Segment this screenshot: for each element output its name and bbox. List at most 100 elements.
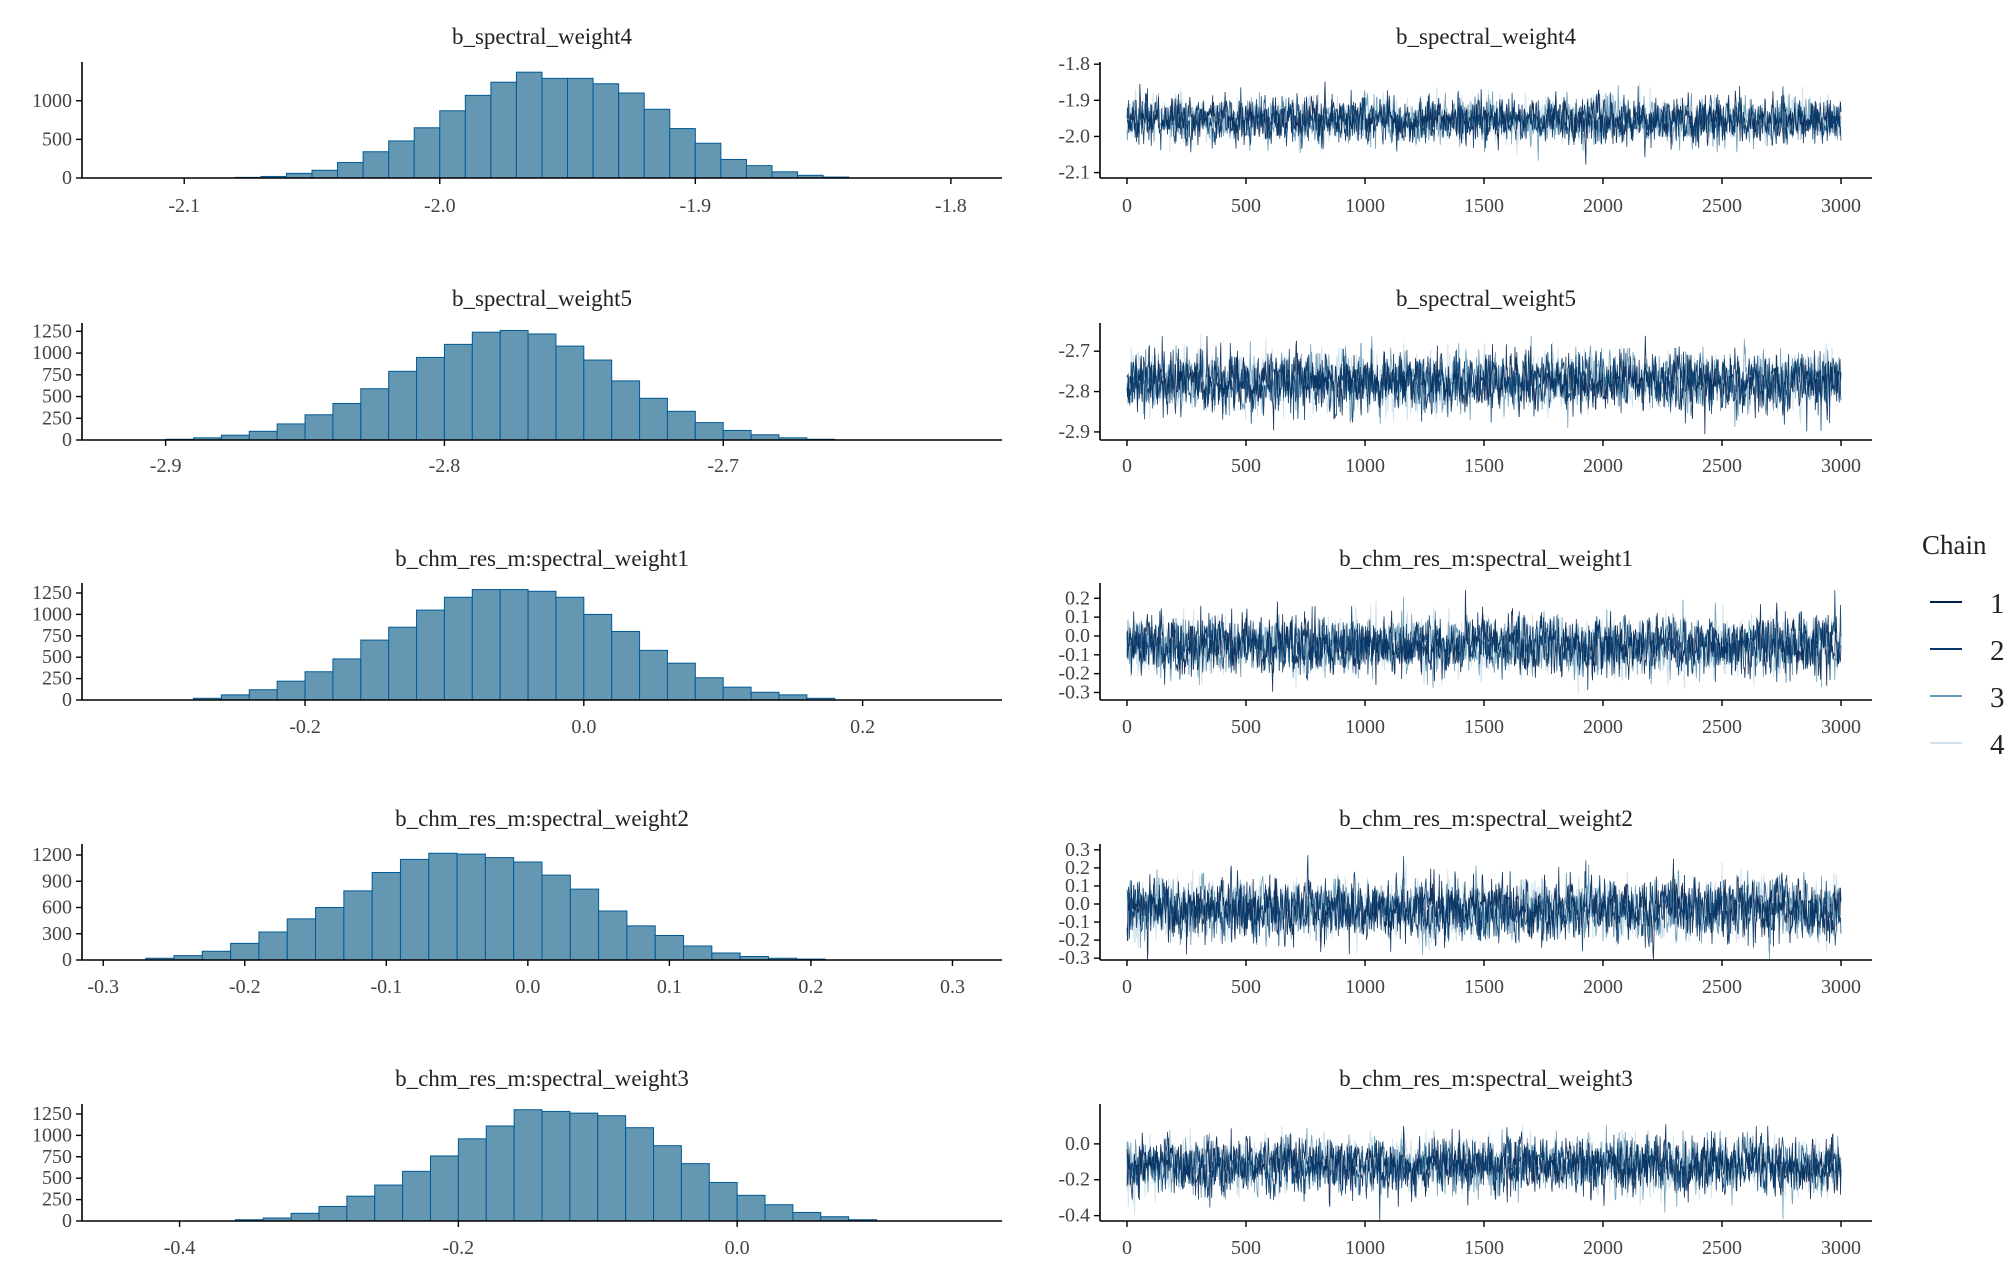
x-tick-label: 0.2 — [850, 716, 875, 738]
y-tick-label: 1000 — [32, 90, 72, 112]
trace-panel-4: b_chm_res_m:spectral_weight2 0 500 1000 1500… — [1058, 806, 1872, 998]
x-tick-label: -1.9 — [679, 195, 711, 217]
x-tick-label: 2500 — [1702, 1237, 1742, 1259]
y-tick-label: 0.3 — [1065, 839, 1090, 861]
y-tick-label: 0.1 — [1065, 875, 1090, 897]
panel-title: b_spectral_weight5 — [452, 286, 632, 311]
y-tick-label: -2.0 — [1058, 125, 1090, 147]
histogram-bar — [499, 329, 529, 441]
x-tick-label: 500 — [1231, 1237, 1261, 1259]
x-tick-label: 1000 — [1345, 1237, 1385, 1259]
histogram-bar — [736, 1194, 766, 1222]
y-tick-label: 0.0 — [1065, 1133, 1090, 1155]
histogram-bar — [694, 677, 724, 701]
histogram-bar — [527, 590, 557, 701]
panel-title: b_chm_res_m:spectral_weight2 — [1339, 806, 1633, 831]
histogram-bar — [683, 945, 713, 961]
x-tick-label: 1500 — [1464, 195, 1504, 217]
x-tick-label: -1.8 — [935, 195, 967, 217]
y-tick-label: 1000 — [32, 1124, 72, 1146]
x-tick-label: 0.0 — [571, 716, 596, 738]
histogram-bar — [541, 1110, 571, 1222]
histogram-panel-5: b_chm_res_m:spectral_weight3 -0.4 -0.2 0.0 0… — [32, 1066, 1002, 1259]
histogram-bar — [371, 872, 401, 961]
y-tick-label: -2.9 — [1058, 421, 1090, 443]
y-tick-label: -2.8 — [1058, 381, 1090, 403]
trace-line-chain-2 — [1126, 86, 1842, 158]
x-tick-label: 500 — [1231, 455, 1261, 477]
histogram-bar — [583, 613, 613, 701]
trace-line-chain-1 — [1126, 335, 1842, 435]
histogram-bar — [456, 853, 486, 961]
histogram-bar — [443, 343, 473, 441]
x-tick-label: 3000 — [1821, 1237, 1861, 1259]
histogram-bar — [639, 397, 668, 441]
x-tick-label: 0.2 — [798, 976, 823, 998]
legend-label-2: 2 — [1990, 635, 2005, 667]
histogram-bar — [597, 1115, 627, 1222]
histogram-bar — [490, 81, 517, 179]
trace-panel-1: b_spectral_weight4 0 500 1000 1500 2000 2500 30… — [1058, 24, 1872, 217]
x-tick-label: 0 — [1122, 716, 1132, 738]
histogram-bar — [443, 596, 473, 701]
x-tick-label: -0.3 — [87, 976, 119, 998]
panel-title: b_chm_res_m:spectral_weight2 — [395, 806, 689, 831]
x-tick-label: 3000 — [1821, 455, 1861, 477]
trace-line-chain-2 — [1126, 336, 1842, 432]
histogram-bar — [276, 423, 306, 441]
y-tick-label: -0.1 — [1058, 911, 1090, 933]
histogram-bar — [416, 609, 445, 701]
y-tick-label: -0.3 — [1058, 681, 1090, 703]
histogram-bar — [374, 1184, 404, 1222]
panel-title: b_spectral_weight5 — [1396, 286, 1576, 311]
panel-title: b_spectral_weight4 — [452, 24, 633, 49]
histogram-bar — [527, 333, 557, 441]
histogram-bar — [416, 356, 445, 441]
y-tick-label: -0.2 — [1058, 929, 1090, 951]
histogram-bar — [439, 110, 466, 179]
histogram-bar — [666, 662, 696, 701]
histogram-bar — [711, 952, 741, 961]
x-tick-label: 2000 — [1583, 1237, 1623, 1259]
x-tick-label: 1000 — [1345, 716, 1385, 738]
x-tick-label: -0.2 — [443, 1237, 475, 1259]
x-tick-label: 0 — [1122, 195, 1132, 217]
histogram-bar — [569, 888, 600, 961]
histogram-bar — [626, 925, 656, 961]
histogram-bar — [290, 1212, 320, 1222]
histogram-bar — [315, 907, 345, 961]
x-tick-label: 500 — [1231, 195, 1261, 217]
histogram-panel-1: b_spectral_weight4 -2.1 -2.0 -1.9 -1.8 0 500 10… — [32, 24, 1002, 217]
histogram-bar — [485, 1125, 515, 1222]
histogram-bar — [745, 165, 773, 179]
trace-panel-2: b_spectral_weight5 0 500 1000 1500 2000 2500 30… — [1058, 286, 1872, 477]
x-tick-label: 2500 — [1702, 195, 1742, 217]
histogram-bar — [428, 852, 458, 961]
x-tick-label: 0 — [1122, 1237, 1132, 1259]
histogram-bar — [708, 1181, 738, 1222]
legend-label-3: 3 — [1990, 682, 2005, 714]
x-tick-label: 1000 — [1345, 195, 1385, 217]
x-tick-label: 3000 — [1821, 716, 1861, 738]
x-tick-label: 500 — [1231, 976, 1261, 998]
x-tick-label: -0.2 — [229, 976, 261, 998]
y-tick-label: 0.2 — [1065, 587, 1090, 609]
histogram-bar — [471, 331, 501, 441]
x-tick-label: 1500 — [1464, 716, 1504, 738]
y-tick-label: -1.8 — [1058, 53, 1090, 75]
histogram-bar — [639, 649, 668, 701]
histogram-bar — [611, 380, 641, 441]
histogram-bar — [201, 950, 232, 961]
histogram-bar — [625, 1127, 655, 1222]
trace-panel-3: b_chm_res_m:spectral_weight1 0 500 1000 1500… — [1058, 546, 1872, 738]
x-tick-label: -0.4 — [164, 1237, 196, 1259]
y-tick-label: 600 — [42, 897, 72, 919]
y-tick-label: 0 — [62, 167, 72, 189]
histogram-bar — [332, 658, 362, 701]
histogram-bar — [654, 935, 685, 961]
x-tick-label: 1500 — [1464, 976, 1504, 998]
x-tick-label: -2.0 — [424, 195, 456, 217]
histogram-bar — [764, 1204, 794, 1222]
histogram-panel-3: b_chm_res_m:spectral_weight1 -0.2 0.0 0.2 02… — [32, 546, 1002, 738]
